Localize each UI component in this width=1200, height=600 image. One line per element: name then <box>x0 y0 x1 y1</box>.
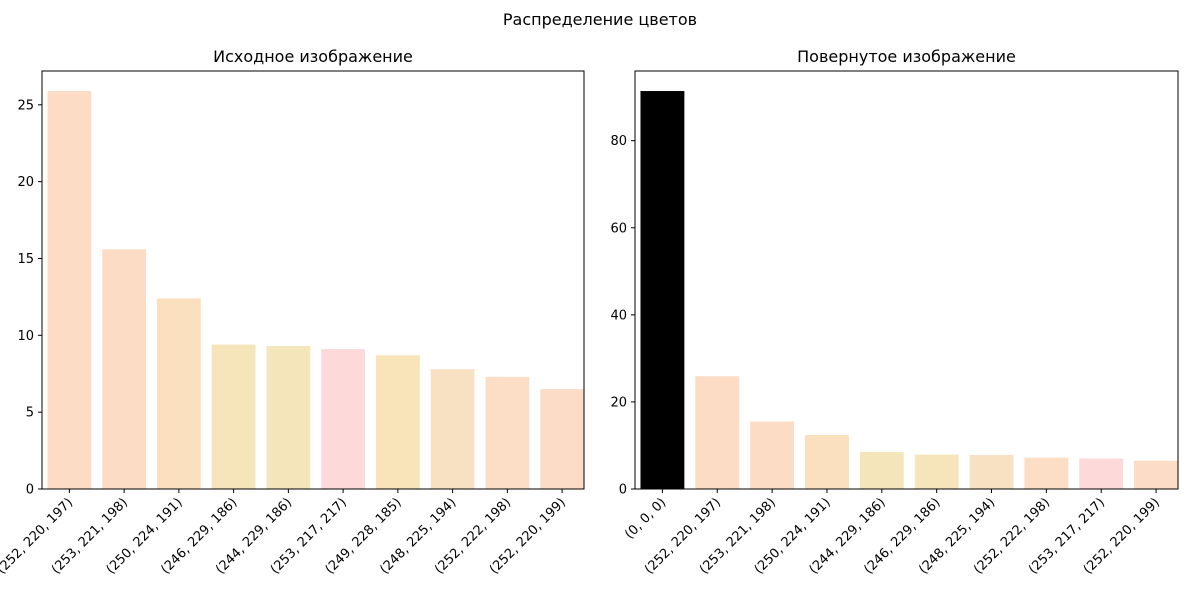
bar <box>859 451 904 489</box>
y-tick-label: 15 <box>17 252 34 267</box>
y-tick-label: 0 <box>26 483 34 498</box>
bar <box>321 349 366 489</box>
y-tick-label: 25 <box>17 98 34 113</box>
axes-frame <box>41 70 585 490</box>
y-tick-label: 20 <box>610 395 627 410</box>
y-tick-label: 10 <box>17 329 34 344</box>
bar <box>805 435 849 489</box>
bar <box>47 90 92 490</box>
bar <box>695 376 740 489</box>
axes-frame <box>634 70 1179 490</box>
bar <box>156 298 201 489</box>
chart-title: Исходное изображение <box>213 47 413 66</box>
bar <box>102 249 147 489</box>
chart-title: Повернутое изображение <box>797 47 1016 66</box>
bar <box>640 91 685 489</box>
bar <box>969 455 1014 489</box>
bar <box>375 355 420 489</box>
y-tick-label: 5 <box>26 406 34 421</box>
bar <box>914 454 959 489</box>
y-tick-label: 20 <box>17 175 34 190</box>
y-tick-label: 80 <box>610 134 627 149</box>
bar <box>1134 460 1178 489</box>
bar <box>211 344 256 489</box>
bar <box>430 369 475 489</box>
bar <box>266 346 311 489</box>
x-tick-label: (0, 0, 0) <box>622 495 669 542</box>
bar <box>1079 458 1124 489</box>
bar <box>750 421 795 489</box>
bar <box>1024 457 1069 489</box>
figure-title: Распределение цветов <box>502 10 698 29</box>
y-tick-label: 40 <box>610 308 627 323</box>
bar <box>540 389 584 489</box>
bar <box>485 376 530 489</box>
y-tick-label: 0 <box>619 483 627 498</box>
y-tick-label: 60 <box>610 221 627 236</box>
